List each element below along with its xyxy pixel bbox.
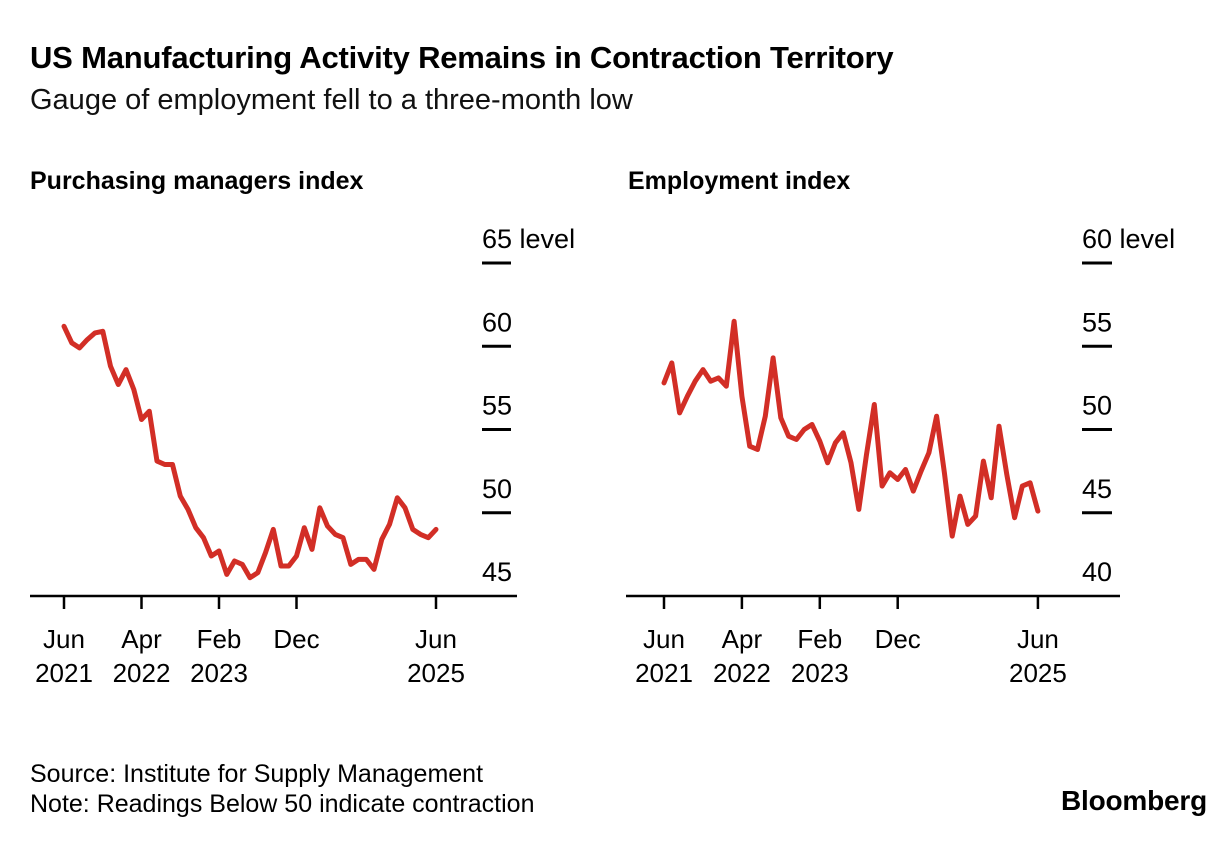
- pmi-chart: Jun 2021 Apr 2022 Feb 2023 Dec Jun 2025 45 50 55 60 6…: [30, 224, 575, 688]
- x-tick-label-month: Dec: [875, 624, 921, 654]
- panel-title-pmi: Purchasing managers index: [30, 167, 364, 195]
- x-tick-label-year: 2021: [635, 658, 693, 688]
- x-tick-label-month: Dec: [273, 624, 319, 654]
- x-tick-label-year: 2025: [407, 658, 465, 688]
- page-title: US Manufacturing Activity Remains in Con…: [30, 40, 894, 75]
- y-tick-label: 45: [1082, 474, 1112, 504]
- y-tick-label: 60 level: [1082, 224, 1175, 254]
- x-tick-label-month: Jun: [415, 624, 457, 654]
- y-tick-label: 55: [1082, 307, 1112, 337]
- y-tick-label: 60: [482, 307, 512, 337]
- data-line: [61, 323, 439, 581]
- x-tick-label-month: Jun: [43, 624, 85, 654]
- bloomberg-logo: Bloomberg: [1061, 785, 1207, 816]
- x-tick-label-year: 2021: [35, 658, 93, 688]
- x-tick-label-year: 2023: [190, 658, 248, 688]
- panel-title-employment: Employment index: [628, 167, 851, 195]
- y-tick-label: 50: [482, 474, 512, 504]
- data-line: [661, 318, 1041, 539]
- x-tick-label-month: Feb: [197, 624, 242, 654]
- y-tick-label: 55: [482, 391, 512, 421]
- page-subtitle: Gauge of employment fell to a three-mont…: [30, 84, 633, 116]
- x-tick-label-year: 2023: [791, 658, 849, 688]
- x-tick-label-month: Apr: [722, 624, 763, 654]
- x-tick-label-year: 2022: [113, 658, 171, 688]
- x-tick-label-month: Jun: [643, 624, 685, 654]
- source-note: Source: Institute for Supply Management: [30, 760, 484, 788]
- x-tick-label-year: 2022: [713, 658, 771, 688]
- employment-chart: Jun 2021 Apr 2022 Feb 2023 Dec Jun 2025 40 45 50 55 6…: [626, 224, 1175, 688]
- y-tick-label: 65 level: [482, 224, 575, 254]
- y-tick-label: 50: [1082, 391, 1112, 421]
- contraction-note: Note: Readings Below 50 indicate contrac…: [30, 790, 535, 818]
- x-tick-label-year: 2025: [1009, 658, 1067, 688]
- y-tick-label: 40: [1082, 557, 1112, 587]
- x-tick-label-month: Jun: [1017, 624, 1059, 654]
- x-tick-label-month: Apr: [121, 624, 162, 654]
- y-tick-label: 45: [482, 557, 512, 587]
- x-tick-label-month: Feb: [797, 624, 842, 654]
